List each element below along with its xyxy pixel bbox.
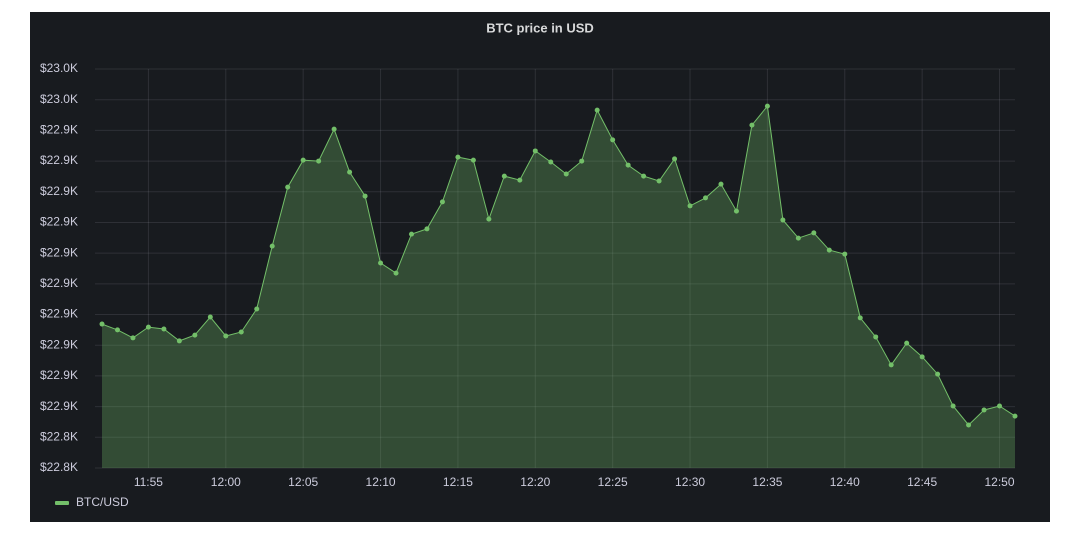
- point: [362, 193, 368, 199]
- point: [470, 157, 476, 163]
- point: [842, 251, 848, 257]
- point: [501, 173, 507, 179]
- point: [764, 103, 770, 109]
- x-tick-label: 11:55: [134, 475, 163, 489]
- y-tick-label: $23.0K: [40, 92, 78, 106]
- point: [641, 173, 647, 179]
- point: [130, 335, 136, 341]
- point: [873, 334, 879, 340]
- point: [176, 338, 182, 344]
- point: [919, 354, 925, 360]
- point: [625, 162, 631, 168]
- point: [254, 306, 260, 312]
- point: [145, 324, 151, 330]
- y-tick-label: $23.0K: [40, 61, 78, 75]
- point: [563, 171, 569, 177]
- y-tick-label: $22.9K: [40, 215, 78, 229]
- point: [331, 126, 337, 132]
- point: [408, 231, 414, 237]
- point: [316, 158, 322, 164]
- y-tick-label: $22.9K: [40, 307, 78, 321]
- point: [114, 327, 120, 333]
- x-tick-label: 12:50: [985, 475, 1015, 489]
- point: [269, 243, 275, 249]
- point: [811, 230, 817, 236]
- point: [733, 208, 739, 214]
- point: [703, 195, 709, 201]
- area: [102, 106, 1015, 468]
- point: [826, 247, 832, 253]
- x-tick-label: 12:40: [830, 475, 860, 489]
- point: [687, 203, 693, 209]
- point: [223, 333, 229, 339]
- point: [300, 157, 306, 163]
- point: [161, 326, 167, 332]
- point: [486, 216, 492, 222]
- point: [888, 362, 894, 368]
- point: [579, 158, 585, 164]
- point: [548, 159, 554, 165]
- point: [238, 329, 244, 335]
- panel: [30, 12, 1050, 522]
- legend-swatch: [55, 501, 69, 505]
- point: [656, 178, 662, 184]
- x-tick-label: 12:45: [907, 475, 937, 489]
- point: [780, 217, 786, 223]
- chart-title: BTC price in USD: [486, 20, 594, 35]
- point: [749, 122, 755, 128]
- x-tick-label: 12:00: [211, 475, 241, 489]
- point: [672, 156, 678, 162]
- point: [192, 332, 198, 338]
- x-tick-label: 12:05: [288, 475, 318, 489]
- point: [795, 235, 801, 241]
- point: [99, 321, 105, 327]
- point: [424, 226, 430, 232]
- point: [594, 107, 600, 113]
- y-tick-label: $22.9K: [40, 368, 78, 382]
- point: [1012, 413, 1018, 419]
- line: [101, 104, 1016, 426]
- point: [517, 177, 523, 183]
- x-tick-label: 12:20: [520, 475, 550, 489]
- point: [997, 403, 1003, 409]
- point: [439, 199, 445, 205]
- y-tick-label: $22.8K: [40, 429, 78, 443]
- point: [935, 371, 941, 377]
- y-tick-label: $22.9K: [40, 337, 78, 351]
- y-tick-label: $22.9K: [40, 184, 78, 198]
- point: [718, 181, 724, 187]
- point: [857, 315, 863, 321]
- y-tick-label: $22.8K: [40, 460, 78, 474]
- point: [950, 403, 956, 409]
- point: [347, 169, 353, 175]
- x-tick-label: 12:15: [443, 475, 473, 489]
- y-tick-label: $22.9K: [40, 245, 78, 259]
- point: [378, 260, 384, 266]
- point: [966, 422, 972, 428]
- x-tick-label: 12:25: [598, 475, 628, 489]
- point: [610, 137, 616, 143]
- y-tick-label: $22.9K: [40, 153, 78, 167]
- point: [981, 407, 987, 413]
- legend-label: BTC/USD: [76, 495, 129, 509]
- x-tick-label: 12:35: [752, 475, 782, 489]
- y-tick-label: $22.9K: [40, 276, 78, 290]
- point: [532, 148, 538, 154]
- y-tick-label: $22.9K: [40, 123, 78, 137]
- x-tick-label: 12:30: [675, 475, 705, 489]
- point: [207, 314, 213, 320]
- point: [285, 184, 291, 190]
- point: [904, 340, 910, 346]
- x-tick-label: 12:10: [366, 475, 396, 489]
- point: [393, 270, 399, 276]
- point: [455, 154, 461, 160]
- y-tick-label: $22.9K: [40, 399, 78, 413]
